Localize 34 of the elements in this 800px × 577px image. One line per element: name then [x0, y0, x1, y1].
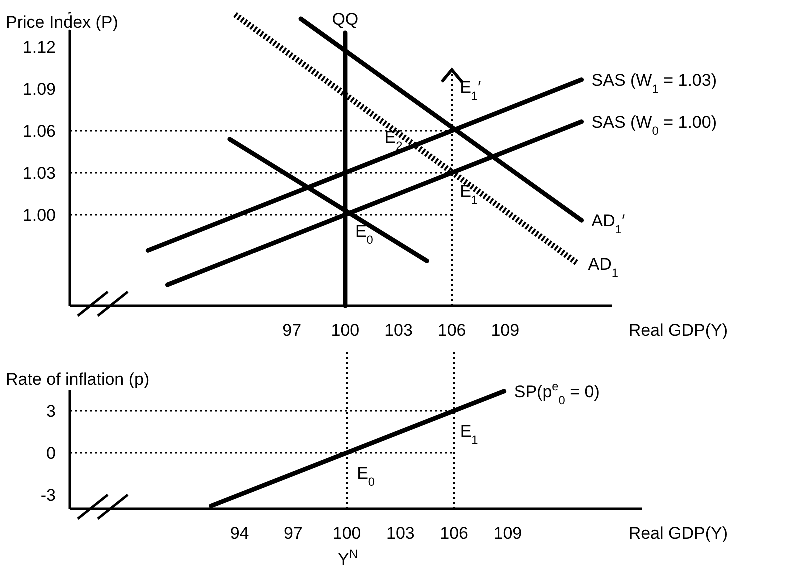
x-tick-label: 97	[282, 321, 302, 340]
y-tick-label: -3	[40, 486, 56, 505]
series-label: AD$_{1}$′	[592, 212, 626, 237]
series-label: SAS (W$_{1}$ = 1.03)	[592, 70, 717, 96]
annotation: E$_{1}$	[460, 422, 479, 447]
annotation: E$_{1}$′	[460, 78, 482, 103]
x-axis-title: Real GDP(Y)	[628, 321, 728, 340]
annotation: E$_{0}$	[355, 222, 374, 247]
x-tick-label: 106	[438, 321, 466, 340]
series-label: SP(p$^{e}$$_{0}$ = 0)	[514, 379, 600, 408]
text: Y$^{N}$	[338, 547, 358, 569]
x-tick-label: 97	[284, 524, 303, 543]
y-tick-label: 3	[46, 402, 56, 421]
x-tick-label: 106	[440, 524, 468, 543]
x-axis-title: Real GDP(Y)	[628, 524, 728, 543]
x-tick-label: 109	[494, 524, 522, 543]
x-tick-label: 103	[384, 321, 413, 340]
series-label: QQ	[332, 10, 359, 29]
y-axis-title: Rate of inflation (p)	[6, 370, 150, 389]
annotation: E$_{0}$	[357, 464, 376, 489]
y-tick-label: 1.12	[22, 38, 56, 57]
x-tick-label: 103	[386, 524, 415, 543]
y-tick-label: 0	[46, 444, 56, 463]
x-tick-label: 100	[332, 524, 362, 543]
x-tick-label: 100	[331, 321, 360, 340]
y-tick-label: 1.09	[22, 80, 56, 99]
y-tick-label: 1.06	[22, 122, 56, 141]
x-tick-label: 94	[230, 524, 250, 543]
y-tick-label: 1.03	[22, 164, 56, 183]
series-label: SAS (W$_{0}$ = 1.00)	[592, 112, 717, 138]
series-label: AD$_{1}$	[588, 255, 619, 280]
y-tick-label: 1.00	[22, 206, 56, 225]
x-tick-label: 109	[491, 321, 520, 340]
annotation: E$_{1}$	[460, 182, 478, 207]
